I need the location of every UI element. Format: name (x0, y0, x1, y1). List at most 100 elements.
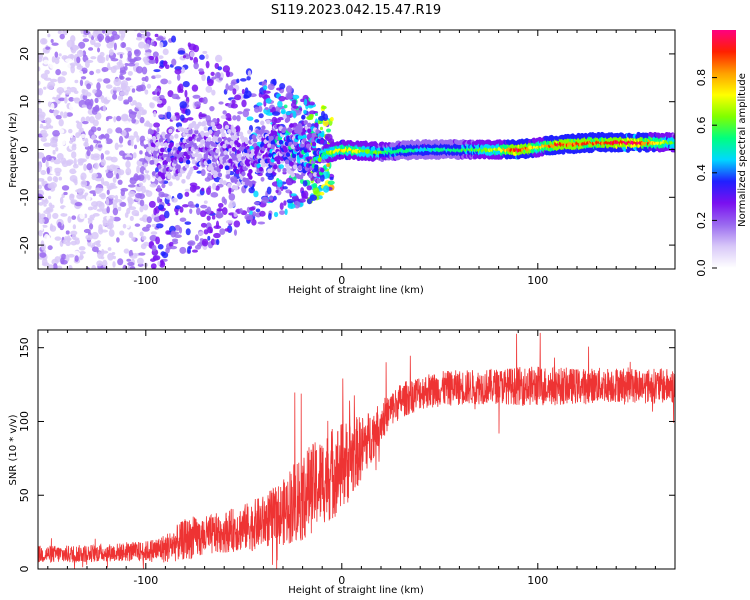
heatmap-cell (55, 69, 61, 76)
heatmap-cell (219, 228, 226, 235)
heatmap-cell (47, 182, 55, 189)
heatmap-cell (267, 83, 275, 91)
heatmap-cell (71, 234, 77, 240)
heatmap-cell (69, 62, 78, 66)
heatmap-cell (218, 164, 224, 170)
heatmap-cell (94, 97, 99, 104)
heatmap-cell (77, 188, 81, 193)
heatmap-cell (160, 147, 165, 153)
heatmap-cell (137, 174, 145, 182)
heatmap-cell (182, 55, 187, 59)
heatmap-cell (198, 114, 207, 118)
heatmap-cell (127, 184, 136, 188)
heatmap-cell (222, 180, 227, 186)
heatmap-cell (40, 129, 47, 135)
colorbar: 0.0 0.2 0.4 0.6 0.8 Normalized spectral ampl… (695, 30, 748, 277)
heatmap-cell (175, 175, 180, 181)
heatmap-cell (201, 187, 205, 192)
heatmap-cell (276, 159, 281, 165)
heatmap-cell (45, 154, 53, 162)
heatmap-cell (43, 209, 50, 214)
spectrogram-x-ticks: -100 0 100 (47, 30, 676, 287)
heatmap-cell (235, 125, 241, 133)
heatmap-cell (290, 193, 297, 197)
heatmap-cell (207, 136, 212, 142)
heatmap-cell (302, 180, 308, 187)
heatmap-cell (166, 111, 172, 120)
heatmap-cell (303, 148, 308, 153)
heatmap-cell (230, 103, 238, 109)
heatmap-cell (114, 269, 120, 275)
heatmap-cell (127, 50, 132, 58)
heatmap-cell (57, 76, 66, 84)
heatmap-cell (177, 50, 186, 55)
heatmap-cell (163, 60, 168, 67)
heatmap-cell (672, 144, 675, 150)
heatmap-cell (227, 117, 232, 122)
heatmap-cell (304, 98, 308, 106)
heatmap-cell (285, 117, 291, 122)
heatmap-cell (225, 169, 231, 175)
snr-line-marks (38, 332, 675, 569)
heatmap-cell (201, 238, 209, 247)
heatmap-cell (228, 158, 233, 164)
heatmap-cell (115, 127, 123, 134)
heatmap-cell (194, 145, 199, 150)
heatmap-cell (61, 185, 70, 191)
heatmap-cell (76, 121, 83, 130)
heatmap-cell (136, 112, 141, 120)
heatmap-cell (158, 214, 166, 222)
heatmap-cell (58, 176, 63, 181)
heatmap-cell (320, 132, 325, 138)
heatmap-cell (297, 134, 303, 140)
heatmap-cell (303, 109, 307, 114)
heatmap-cell (184, 89, 188, 98)
heatmap-cell (268, 168, 273, 174)
heatmap-cell (111, 30, 118, 36)
heatmap-cell (194, 234, 199, 242)
heatmap-cell (191, 159, 197, 165)
heatmap-cell (43, 142, 52, 147)
heatmap-cell (150, 177, 156, 182)
heatmap-cell (120, 194, 126, 200)
heatmap-cell (62, 239, 67, 245)
heatmap-cell (319, 126, 324, 131)
heatmap-cell (72, 44, 78, 49)
heatmap-cell (126, 258, 132, 262)
heatmap-cell (156, 127, 160, 133)
heatmap-cell (134, 62, 140, 66)
heatmap-cell (211, 157, 217, 163)
heatmap-cell (101, 66, 109, 72)
heatmap-cell (112, 86, 117, 91)
heatmap-cell (70, 230, 78, 236)
heatmap-cell (217, 172, 223, 178)
heatmap-cell (205, 54, 209, 60)
heatmap-cell (125, 85, 131, 93)
heatmap-cell (138, 252, 146, 256)
heatmap-cell (56, 265, 63, 269)
heatmap-cell (110, 58, 119, 62)
heatmap-cell (272, 164, 278, 170)
heatmap-cell (148, 55, 155, 61)
heatmap-cell (133, 131, 139, 138)
heatmap-cell (84, 192, 89, 196)
heatmap-cell (146, 216, 152, 224)
heatmap-cell (266, 186, 272, 195)
heatmap-cell (191, 84, 199, 92)
heatmap-cell (71, 151, 77, 159)
heatmap-cell (220, 115, 227, 120)
heatmap-cell (169, 142, 174, 147)
heatmap-cell (260, 120, 265, 126)
heatmap-cell (243, 90, 252, 99)
heatmap-cell (267, 142, 272, 148)
heatmap-cell (45, 160, 49, 168)
heatmap-cell (165, 230, 171, 235)
heatmap-cell (231, 128, 237, 134)
heatmap-cell (99, 241, 106, 245)
heatmap-cell (261, 196, 269, 204)
heatmap-cell (218, 202, 224, 208)
heatmap-cell (196, 207, 201, 216)
heatmap-cell (282, 167, 287, 173)
heatmap-cell (139, 116, 145, 124)
